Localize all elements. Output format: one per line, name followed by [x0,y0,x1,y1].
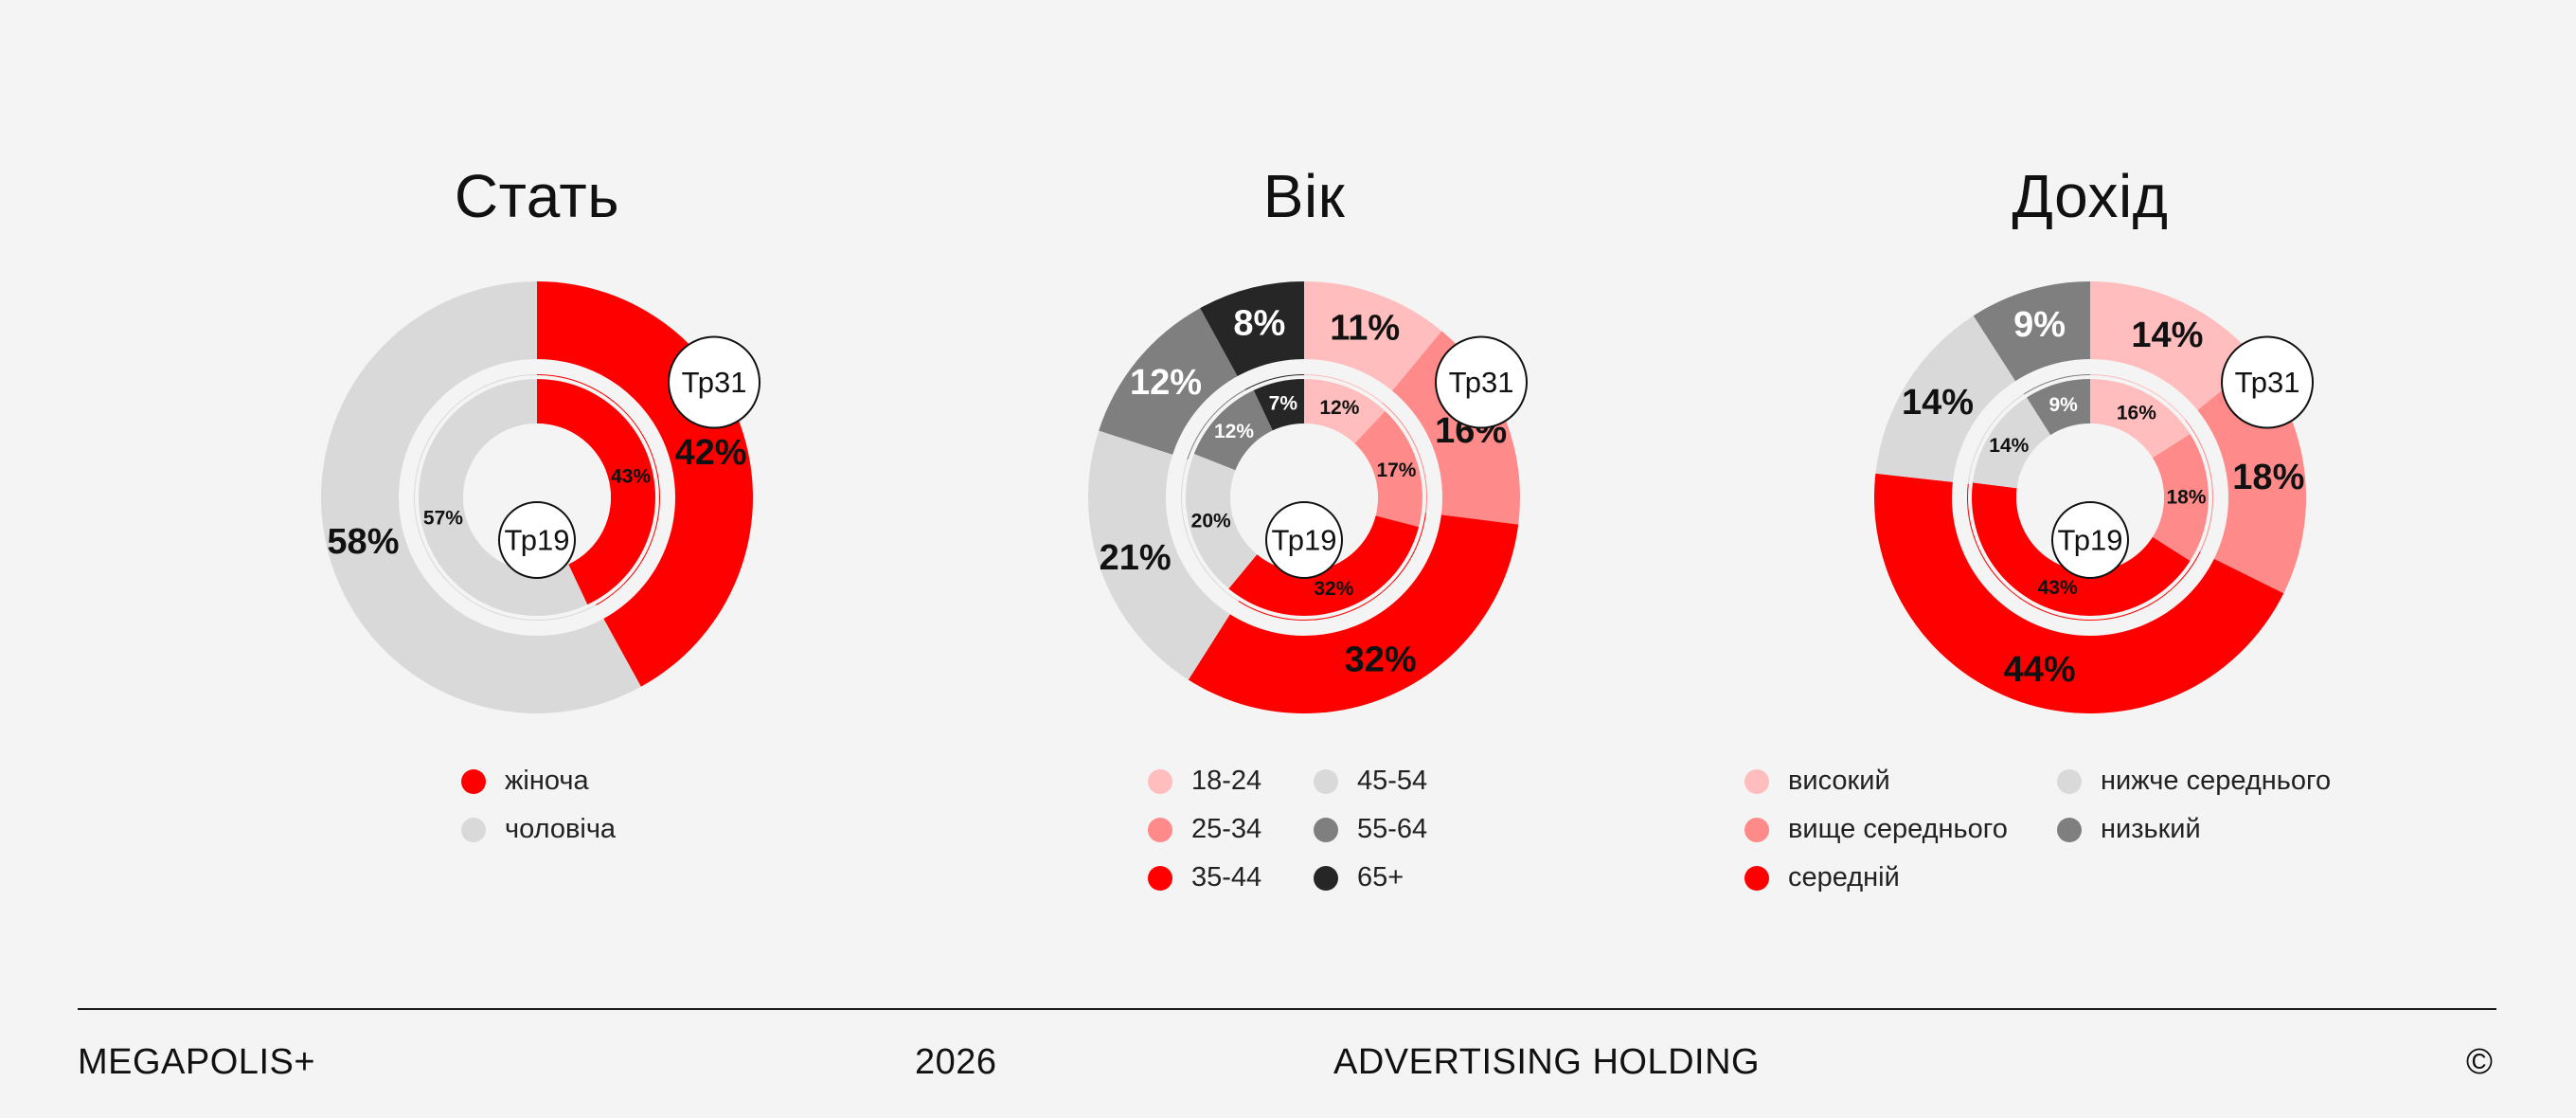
outer-label-65: 8% [1233,303,1285,343]
inner-slice-45-54 [1186,453,1258,589]
inner-label-високий: 16% [2117,403,2156,424]
inner-slice-65 [1253,379,1304,431]
chart-panel-2: Вік 11% 16% 32% 21% 12% 8% 12% 17% 32% 20% 12% 7% Тр3… [916,0,1692,947]
inner-label-65: 7% [1269,392,1298,414]
outer-label-18-24: 11% [1330,309,1400,349]
outer-label-35-44: 32% [1345,640,1417,679]
ring-separator [1166,359,1442,636]
ring-separator [1952,359,2228,636]
outer-label-високий: 14% [2131,316,2203,355]
footer-copyright: © [2466,1042,2494,1082]
outer-label-вище-середнього: 18% [2232,458,2304,497]
outer-ring-badge-label: Тр31 [682,366,747,399]
footer-brand: MEGAPOLIS+ [78,1042,316,1082]
outer-label-45-54: 21% [1100,538,1172,578]
inner-slice-низький [2027,379,2090,436]
chart-panel-3: Дохід 14% 18% 44% 14% 9% 16% 18% 43% 14% 9% Тр31 Тр1… [1702,0,2478,947]
outer-ring-badge [668,335,761,429]
footer-tagline: ADVERTISING HOLDING [1333,1042,1761,1082]
outer-ring-badge-label: Тр31 [1449,366,1514,399]
inner-ring-badge [2051,501,2129,579]
inner-ring-badge-label: Тр19 [505,524,570,557]
inner-slice-25-34 [1354,410,1422,528]
inner-slice-вище-середнього [2152,434,2209,561]
inner-ring-badge [498,501,576,579]
inner-label-середній: 43% [2038,577,2078,599]
inner-label-35-44: 32% [1314,578,1353,600]
footer-divider [78,1008,2496,1010]
donut-chart-svg: 14% 18% 44% 14% 9% 16% 18% 43% 14% 9% Тр31 Тр19 [1874,281,2315,713]
outer-label-55-64: 12% [1130,363,1202,403]
donut-chart-svg: 11%16%32%21%12%8%12%17%32%20%12%7%Тр31Тр… [1088,281,1529,714]
outer-label-чоловіча: 58% [327,522,399,562]
inner-label-нижче-середнього: 14% [1989,435,2029,457]
inner-slice-чоловіча [419,379,588,616]
chart-title: Стать [454,162,620,230]
outer-ring-badge [2221,335,2315,429]
outer-ring-badge [1435,335,1529,429]
outer-ring-badge-label: Тр31 [2235,366,2300,399]
inner-ring-badge-label: Тр19 [2058,524,2123,557]
donut-chart-svg: 42% 58% 43% 57% Тр31 Тр19 [320,281,761,713]
ring-separator [399,359,675,636]
inner-label-18-24: 12% [1319,397,1359,419]
outer-label-нижче-середнього: 14% [1902,383,1974,423]
inner-ring-badge-label: Тр19 [1272,524,1337,557]
inner-slice-35-44 [1228,515,1420,616]
inner-label-жіноча: 43% [611,465,651,487]
inner-ring-badge [1265,501,1343,579]
inner-slice-середній [1972,482,2191,617]
inner-slice-55-64 [1193,389,1273,471]
inner-label-25-34: 17% [1376,460,1416,481]
chart-panel-1: Стать 42% 58% 43% 57% Тр31 Тр19 жіноча чоловіча [149,0,925,947]
inner-slice-жіноча [537,379,656,605]
inner-slice-нижче-середнього [1972,397,2051,489]
inner-label-низький: 9% [2049,394,2079,416]
outer-label-середній: 44% [2004,650,2076,690]
inner-label-чоловіча: 57% [423,508,463,530]
inner-label-45-54: 20% [1191,511,1231,532]
inner-slice-18-24 [1304,379,1386,444]
outer-label-жіноча: 42% [675,433,747,473]
inner-slice-високий [2090,379,2191,459]
chart-title: Вік [1262,162,1346,230]
outer-label-низький: 9% [2013,305,2066,345]
chart-title: Дохід [2012,162,2169,230]
inner-label-55-64: 12% [1214,421,1254,442]
footer-year: 2026 [915,1042,997,1082]
inner-label-вище-середнього: 18% [2166,487,2206,509]
